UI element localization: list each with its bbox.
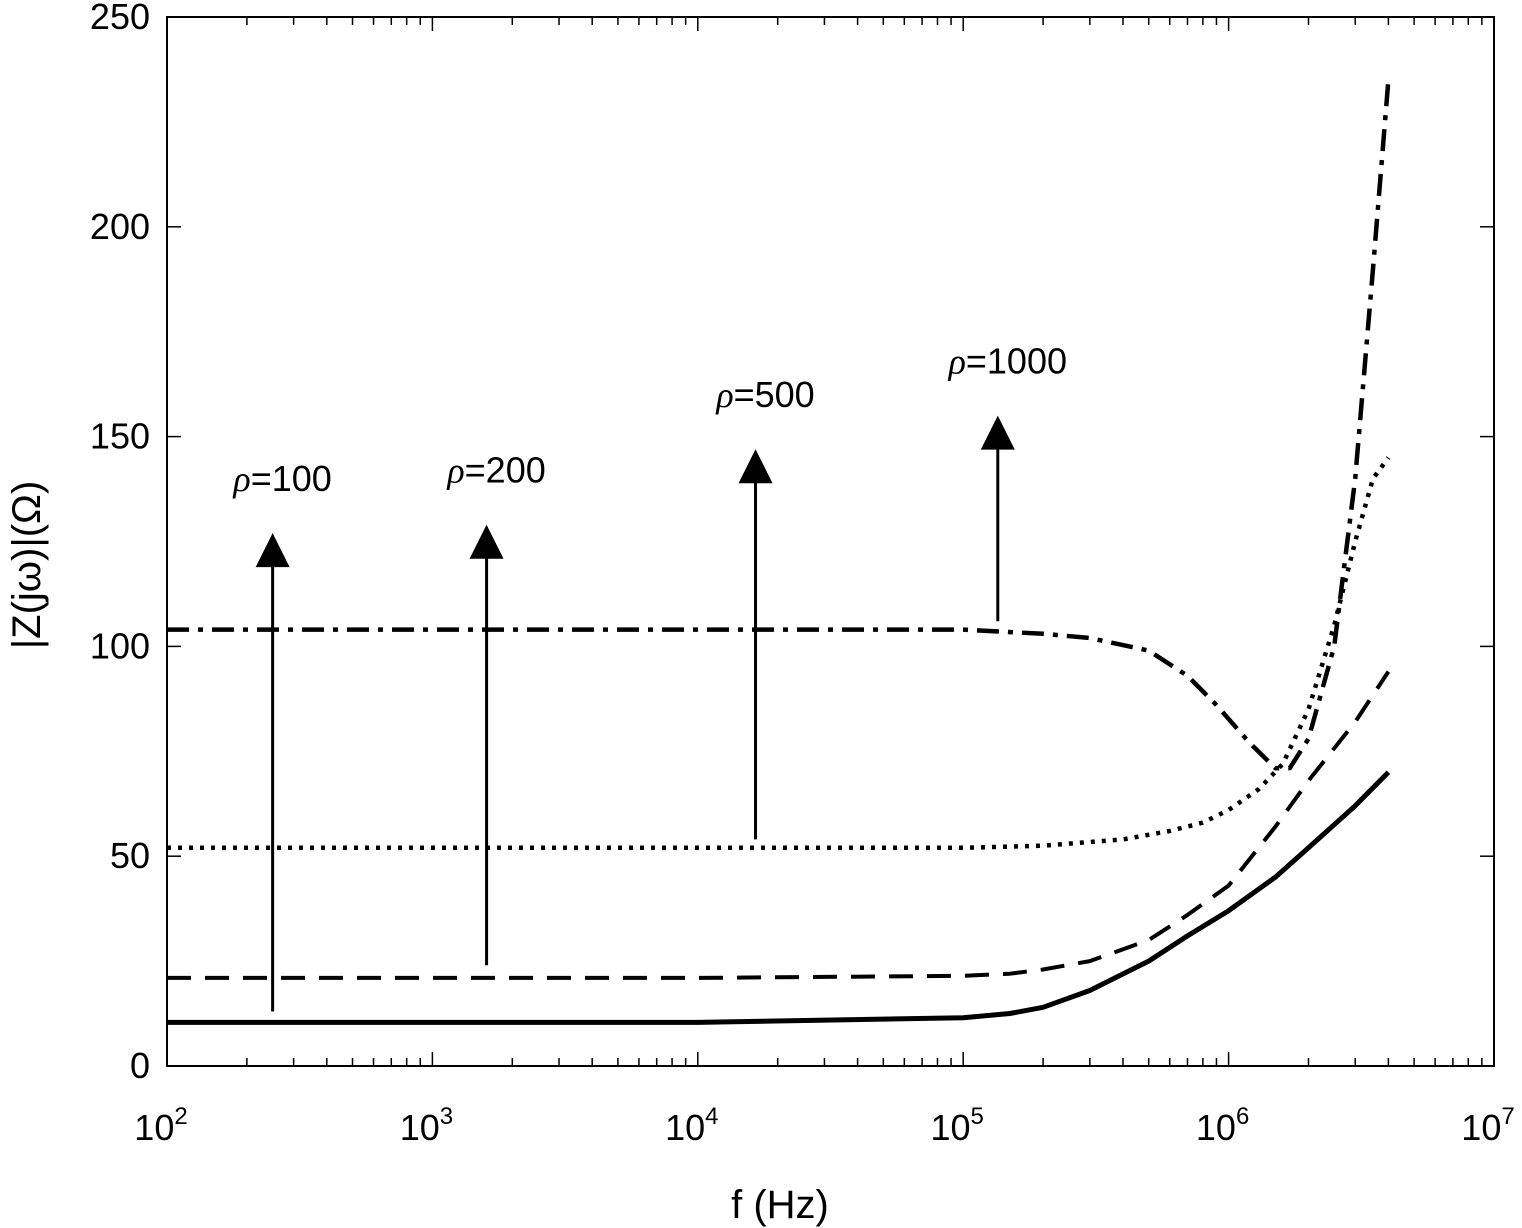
series-lines <box>167 79 1391 1025</box>
x-tick-label: 104 <box>665 1103 718 1148</box>
annotation-label: ρ=500 <box>715 374 814 415</box>
y-tick-label: 50 <box>110 835 150 876</box>
x-tick-labels: 102 103 104 105 106 107 <box>134 1103 1514 1148</box>
annotation-label: ρ=100 <box>232 458 331 499</box>
annotation-arrowhead <box>469 524 504 559</box>
annotation-label: ρ=200 <box>446 450 545 491</box>
series-line-dash-dot <box>167 79 1391 771</box>
y-tick-label: 150 <box>90 416 150 457</box>
annotation-label: ρ=1000 <box>948 341 1067 382</box>
x-tick-label: 106 <box>1196 1103 1249 1148</box>
x-tick-label: 105 <box>930 1103 983 1148</box>
y-axis-title: |Z(jω)|(Ω) <box>5 481 49 650</box>
y-tick-labels: 0 50 100 150 200 250 <box>90 0 150 1086</box>
x-tick-label: 103 <box>400 1103 453 1148</box>
series-line-solid <box>167 770 1391 1025</box>
annotation-arrowhead <box>255 533 290 568</box>
x-tick-label: 107 <box>1461 1103 1514 1148</box>
rho-annotations: ρ=100 ρ=200 ρ=500 ρ=1000 <box>232 341 1067 1012</box>
axis-ticks <box>166 16 1494 1067</box>
plot-frame <box>166 16 1495 1067</box>
series-line-dotted <box>167 456 1391 851</box>
series-line-dashed <box>167 670 1391 980</box>
y-tick-label: 100 <box>90 625 150 666</box>
y-tick-label: 200 <box>90 206 150 247</box>
x-axis-title: f (Hz) <box>731 1183 829 1227</box>
annotation-arrowhead <box>980 415 1015 450</box>
annotation-arrowhead <box>738 449 773 484</box>
y-tick-label: 0 <box>130 1045 150 1086</box>
y-tick-label: 250 <box>90 0 150 37</box>
x-tick-label: 102 <box>134 1103 187 1148</box>
